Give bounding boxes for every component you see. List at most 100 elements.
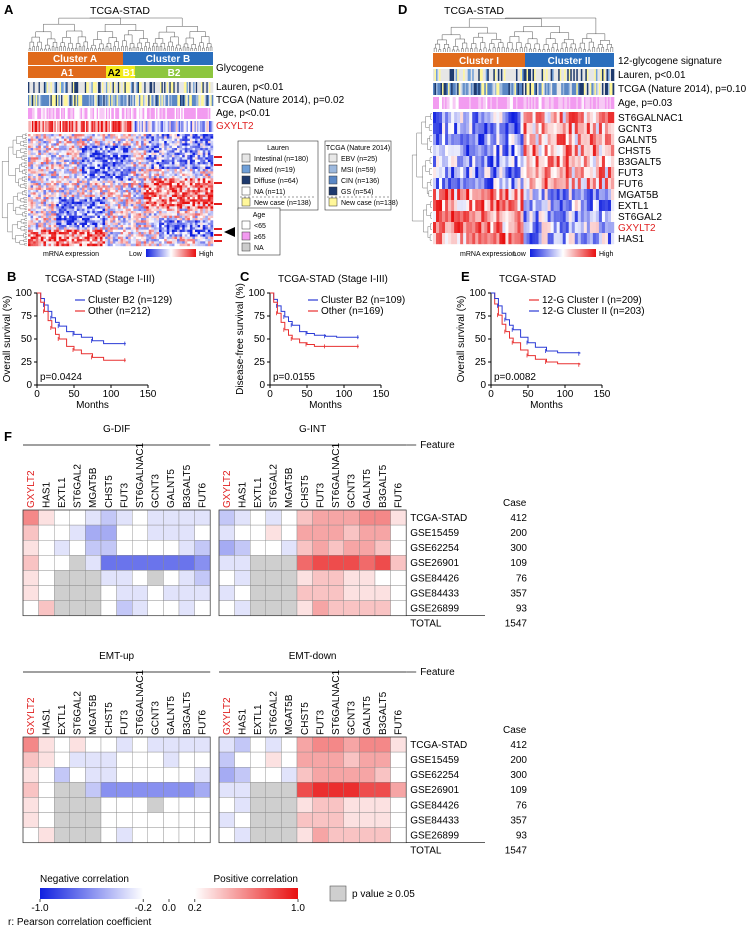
heatmap-a-cell [77, 232, 80, 235]
heatmap-a-cell [144, 211, 147, 214]
heatmap-a-cell [126, 211, 129, 214]
heatmap-a-cell [138, 199, 141, 202]
heatmap-a-cell [205, 139, 208, 142]
heatmap-d-cell [499, 145, 502, 156]
heatmap-a-cell [123, 155, 126, 158]
heatmap-a-cell [31, 195, 34, 198]
heatmap-a-cell [97, 136, 100, 139]
heatmap-a-cell [108, 202, 111, 205]
heatmap-a-cell [154, 244, 157, 247]
heatmap-a-cell [108, 174, 111, 177]
heatmap-a-cell [182, 155, 185, 158]
heatmap-a-cell [133, 234, 136, 237]
heatmap-a-cell [192, 197, 195, 200]
tcga-legend-swatch [329, 176, 337, 184]
heatmap-a-cell [90, 211, 93, 214]
heatmap-a-cell [164, 195, 167, 198]
heatmap-a-cell [128, 234, 131, 237]
heatmap-a-cell [46, 204, 49, 207]
heatmap-a-cell [123, 225, 126, 228]
heatmap-a-cell [208, 223, 211, 226]
heatmap-d-cell [499, 167, 502, 178]
heatmap-a-cell [87, 197, 90, 200]
heatmap-a-cell [133, 211, 136, 214]
heatmap-a-cell [79, 181, 82, 184]
heatmap-a-cell [177, 181, 180, 184]
heatmap-a-cell [121, 197, 124, 200]
heatmap-a-cell [85, 223, 88, 226]
heatmap-a-cell [138, 171, 141, 174]
heatmap-d-cell [472, 178, 475, 189]
heatmap-a-cell [67, 143, 70, 146]
heatmap-a-cell [172, 141, 175, 144]
heatmap-a-cell [126, 237, 129, 240]
heatmap-a-cell [151, 241, 154, 244]
heatmap-a-cell [87, 216, 90, 219]
heatmap-a-cell [182, 239, 185, 242]
age-legend-swatch [242, 243, 250, 251]
heatmap-a-cell [187, 160, 190, 163]
heatmap-a-cell [138, 206, 141, 209]
heatmap-a-cell [36, 157, 39, 160]
heatmap-d-cell [505, 200, 508, 211]
heatmap-a-cell [56, 232, 59, 235]
heatmap-a-cell [185, 204, 188, 207]
heatmap-a-cell [28, 153, 31, 156]
heatmap-a-cell [97, 237, 100, 240]
heatmap-a-cell [100, 192, 103, 195]
heatmap-a-cell [46, 239, 49, 242]
heatmap-a-cell [118, 162, 121, 165]
heatmap-a-cell [54, 178, 57, 181]
heatmap-d-cell [496, 178, 499, 189]
heatmap-a-cell [123, 171, 126, 174]
heatmap-a-cell [195, 234, 198, 237]
heatmap-a-cell [90, 218, 93, 221]
heatmap-a-cell [100, 181, 103, 184]
heatmap-a-cell [100, 230, 103, 233]
heatmap-a-cell [195, 185, 198, 188]
heatmap-a-cell [90, 146, 93, 149]
heatmap-a-cell [169, 230, 172, 233]
heatmap-a-cell [61, 227, 64, 230]
heatmap-d-cell [514, 123, 517, 134]
heatmap-a-cell [172, 148, 175, 151]
heatmap-a-cell [138, 141, 141, 144]
heatmap-a-cell [138, 143, 141, 146]
heatmap-a-cell [203, 171, 206, 174]
heatmap-a-cell [46, 244, 49, 247]
heatmap-a-cell [67, 195, 70, 198]
heatmap-a-cell [59, 202, 62, 205]
heatmap-a-cell [85, 185, 88, 188]
heatmap-a-cell [187, 164, 190, 167]
heatmap-a-cell [121, 139, 124, 142]
heatmap-a-cell [185, 155, 188, 158]
heatmap-a-cell [172, 139, 175, 142]
heatmap-a-cell [31, 146, 34, 149]
heatmap-a-cell [198, 169, 201, 172]
heatmap-a-cell [149, 211, 152, 214]
heatmap-a-cell [90, 169, 93, 172]
heatmap-a-cell [51, 176, 54, 179]
heatmap-a-cell [208, 178, 211, 181]
heatmap-a-cell [108, 185, 111, 188]
heatmap-a-cell [69, 188, 72, 191]
heatmap-a-cell [61, 223, 64, 226]
heatmap-a-cell [205, 209, 208, 212]
heatmap-a-cell [174, 225, 177, 228]
heatmap-a-cell [200, 218, 203, 221]
heatmap-a-cell [162, 188, 165, 191]
heatmap-a-cell [46, 234, 49, 237]
heatmap-a-cell [92, 195, 95, 198]
heatmap-a-cell [182, 185, 185, 188]
heatmap-a-cell [38, 241, 41, 244]
heatmap-a-cell [64, 227, 67, 230]
heatmap-a-cell [95, 216, 98, 219]
heatmap-a-cell [203, 157, 206, 160]
heatmap-a-cell [200, 157, 203, 160]
heatmap-a-cell [198, 148, 201, 151]
heatmap-a-cell [56, 197, 59, 200]
heatmap-a-cell [90, 223, 93, 226]
heatmap-a-cell [59, 148, 62, 151]
heatmap-a-cell [138, 244, 141, 247]
heatmap-a-cell [141, 153, 144, 156]
